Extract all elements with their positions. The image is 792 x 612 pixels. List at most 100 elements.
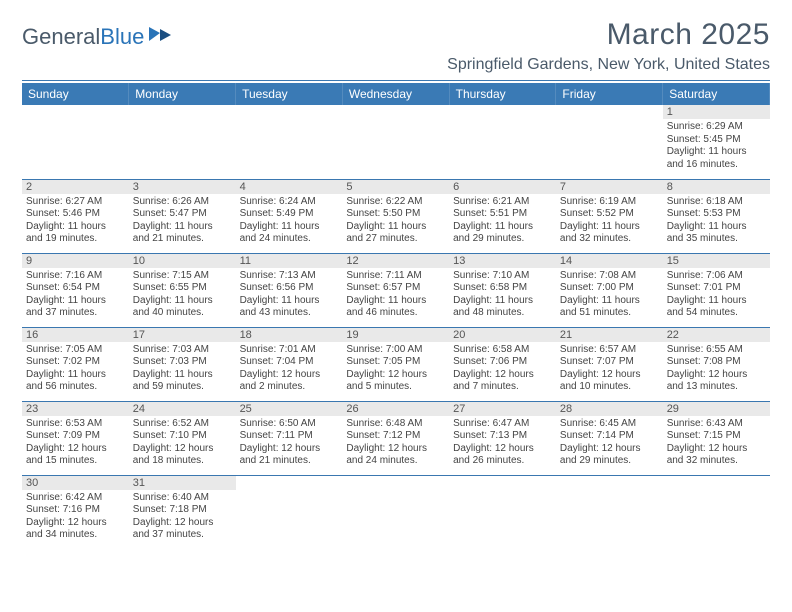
- sunset-label: Sunset:: [667, 208, 701, 219]
- sunset-value: 6:57 PM: [383, 282, 420, 293]
- daylight-line: Daylight: 11 hours and 19 minutes.: [26, 221, 125, 246]
- sunrise-value: 6:19 AM: [599, 196, 636, 207]
- sunrise-label: Sunrise:: [667, 270, 704, 281]
- day-cell: 5Sunrise: 6:22 AMSunset: 5:50 PMDaylight…: [342, 179, 449, 253]
- sunrise-value: 7:13 AM: [279, 270, 316, 281]
- daylight-label: Daylight:: [667, 443, 706, 454]
- sunset-value: 7:01 PM: [703, 282, 740, 293]
- sunrise-value: 6:27 AM: [65, 196, 102, 207]
- calendar-table: SundayMondayTuesdayWednesdayThursdayFrid…: [22, 83, 770, 549]
- sunset-label: Sunset:: [133, 356, 167, 367]
- calendar-body: 1Sunrise: 6:29 AMSunset: 5:45 PMDaylight…: [22, 105, 770, 549]
- day-details: Sunrise: 7:15 AMSunset: 6:55 PMDaylight:…: [133, 270, 232, 320]
- sunrise-value: 6:52 AM: [172, 418, 209, 429]
- sunset-value: 5:49 PM: [276, 208, 313, 219]
- sunrise-line: Sunrise: 7:16 AM: [26, 270, 125, 283]
- sunset-value: 7:18 PM: [169, 504, 206, 515]
- daylight-label: Daylight:: [26, 443, 65, 454]
- sunrise-value: 6:58 AM: [493, 344, 530, 355]
- daylight-label: Daylight:: [133, 295, 172, 306]
- sunrise-line: Sunrise: 6:22 AM: [346, 196, 445, 209]
- divider: [22, 80, 770, 81]
- sunset-line: Sunset: 5:46 PM: [26, 208, 125, 221]
- daylight-line: Daylight: 11 hours and 40 minutes.: [133, 295, 232, 320]
- day-number: 5: [342, 180, 449, 194]
- day-header: Sunday: [22, 83, 129, 105]
- daylight-label: Daylight:: [667, 369, 706, 380]
- sunrise-line: Sunrise: 7:01 AM: [240, 344, 339, 357]
- sunrise-value: 6:22 AM: [386, 196, 423, 207]
- daylight-line: Daylight: 12 hours and 21 minutes.: [240, 443, 339, 468]
- daylight-label: Daylight:: [667, 146, 706, 157]
- daylight-line: Daylight: 11 hours and 24 minutes.: [240, 221, 339, 246]
- sunrise-label: Sunrise:: [133, 418, 170, 429]
- day-cell: 24Sunrise: 6:52 AMSunset: 7:10 PMDayligh…: [129, 401, 236, 475]
- daylight-line: Daylight: 11 hours and 56 minutes.: [26, 369, 125, 394]
- sunrise-line: Sunrise: 7:10 AM: [453, 270, 552, 283]
- day-cell: 22Sunrise: 6:55 AMSunset: 7:08 PMDayligh…: [663, 327, 770, 401]
- day-number: 9: [22, 254, 129, 268]
- day-header: Friday: [556, 83, 663, 105]
- day-header-row: SundayMondayTuesdayWednesdayThursdayFrid…: [22, 83, 770, 105]
- daylight-label: Daylight:: [26, 221, 65, 232]
- day-cell: 19Sunrise: 7:00 AMSunset: 7:05 PMDayligh…: [342, 327, 449, 401]
- sunrise-line: Sunrise: 7:03 AM: [133, 344, 232, 357]
- daylight-label: Daylight:: [26, 369, 65, 380]
- day-details: Sunrise: 7:06 AMSunset: 7:01 PMDaylight:…: [667, 270, 766, 320]
- day-details: Sunrise: 7:16 AMSunset: 6:54 PMDaylight:…: [26, 270, 125, 320]
- sunset-label: Sunset:: [133, 430, 167, 441]
- sunset-line: Sunset: 7:04 PM: [240, 356, 339, 369]
- empty-cell: [556, 105, 663, 179]
- empty-cell: [556, 475, 663, 549]
- sunrise-value: 7:11 AM: [386, 270, 422, 281]
- daylight-label: Daylight:: [346, 221, 385, 232]
- day-details: Sunrise: 6:24 AMSunset: 5:49 PMDaylight:…: [240, 196, 339, 246]
- sunset-label: Sunset:: [453, 208, 487, 219]
- sunset-line: Sunset: 7:02 PM: [26, 356, 125, 369]
- sunrise-value: 7:15 AM: [172, 270, 209, 281]
- sunset-label: Sunset:: [560, 208, 594, 219]
- sunrise-label: Sunrise:: [453, 418, 490, 429]
- sunrise-value: 6:42 AM: [65, 492, 102, 503]
- daylight-line: Daylight: 12 hours and 13 minutes.: [667, 369, 766, 394]
- day-cell: 3Sunrise: 6:26 AMSunset: 5:47 PMDaylight…: [129, 179, 236, 253]
- sunset-label: Sunset:: [346, 356, 380, 367]
- sunset-value: 6:58 PM: [490, 282, 527, 293]
- day-cell: 29Sunrise: 6:43 AMSunset: 7:15 PMDayligh…: [663, 401, 770, 475]
- daylight-label: Daylight:: [240, 443, 279, 454]
- empty-cell: [129, 105, 236, 179]
- day-cell: 30Sunrise: 6:42 AMSunset: 7:16 PMDayligh…: [22, 475, 129, 549]
- daylight-label: Daylight:: [453, 369, 492, 380]
- daylight-label: Daylight:: [346, 295, 385, 306]
- day-cell: 16Sunrise: 7:05 AMSunset: 7:02 PMDayligh…: [22, 327, 129, 401]
- day-number: 4: [236, 180, 343, 194]
- sunset-line: Sunset: 7:16 PM: [26, 504, 125, 517]
- sunrise-value: 7:03 AM: [172, 344, 209, 355]
- sunset-line: Sunset: 5:45 PM: [667, 134, 766, 147]
- sunset-label: Sunset:: [346, 430, 380, 441]
- daylight-label: Daylight:: [26, 517, 65, 528]
- daylight-label: Daylight:: [560, 443, 599, 454]
- sunrise-label: Sunrise:: [453, 270, 490, 281]
- empty-cell: [663, 475, 770, 549]
- sunrise-line: Sunrise: 7:00 AM: [346, 344, 445, 357]
- calendar-row: 16Sunrise: 7:05 AMSunset: 7:02 PMDayligh…: [22, 327, 770, 401]
- sunrise-line: Sunrise: 6:55 AM: [667, 344, 766, 357]
- sunrise-line: Sunrise: 6:19 AM: [560, 196, 659, 209]
- sunset-line: Sunset: 7:12 PM: [346, 430, 445, 443]
- day-number: 17: [129, 328, 236, 342]
- logo-word2: Blue: [100, 24, 144, 50]
- sunset-line: Sunset: 7:01 PM: [667, 282, 766, 295]
- day-cell: 1Sunrise: 6:29 AMSunset: 5:45 PMDaylight…: [663, 105, 770, 179]
- day-number: 27: [449, 402, 556, 416]
- sunset-line: Sunset: 7:00 PM: [560, 282, 659, 295]
- daylight-label: Daylight:: [453, 221, 492, 232]
- sunrise-value: 6:47 AM: [493, 418, 530, 429]
- day-details: Sunrise: 6:21 AMSunset: 5:51 PMDaylight:…: [453, 196, 552, 246]
- sunrise-value: 6:43 AM: [706, 418, 743, 429]
- daylight-line: Daylight: 11 hours and 51 minutes.: [560, 295, 659, 320]
- daylight-label: Daylight:: [26, 295, 65, 306]
- sunset-line: Sunset: 7:11 PM: [240, 430, 339, 443]
- daylight-line: Daylight: 11 hours and 27 minutes.: [346, 221, 445, 246]
- sunrise-label: Sunrise:: [26, 344, 63, 355]
